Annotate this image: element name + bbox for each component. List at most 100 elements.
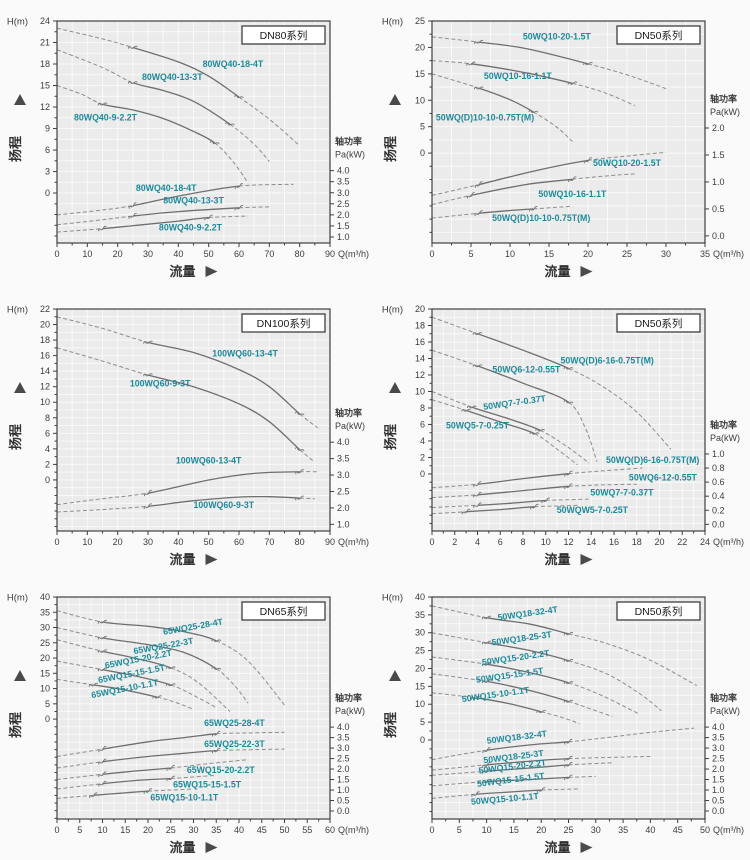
y-tick-label: 35 [415,610,425,620]
x-tick-label: 0 [429,825,434,835]
power-curve-dashed [56,505,149,513]
break-mark [143,340,153,344]
x-tick-label: 45 [673,825,683,835]
x-tick-label: 80 [295,249,305,259]
power-curve-solid [102,749,217,763]
head-curve-dashed [238,96,301,147]
power-curve-solid [132,207,240,217]
power-curve-dashed [568,727,695,743]
head-curve-dashed [568,401,598,462]
x-tick-label: 25 [563,825,573,835]
head-curve-dashed [431,349,478,367]
curve-label: 50WQ7-7-0.37T [590,487,654,497]
power-tick-label: 0.0 [712,806,725,816]
pump-chart: 50WQ18-32-4T50WQ18-25-3T50WQ15-20-2.2T50… [382,592,744,855]
curve-label: 50WQ(D)6-16-0.75T(M) [560,355,653,365]
pump-chart: 65WQ25-28-4T 65WQ25-22-3T 65WQ15-20-2.2T 65… [7,592,369,855]
head-curve-dashed [216,640,285,706]
head-curve-dashed [431,73,479,89]
x-tick-label: 20 [536,825,546,835]
power-tick-label: 3.5 [337,454,350,464]
right-arrow-icon [205,266,218,277]
power-curve-dashed [568,762,613,766]
power-tick-label: 3.0 [712,743,725,753]
x-tick-label: 5 [457,825,462,835]
pump-chart: 50WQ(D)6-16-0.75T(M)50WQ6-12-0.55T50WQ7-… [382,304,744,567]
x-axis-unit-label: Q(m³/h) [338,249,369,259]
power-curve-solid [475,789,542,795]
curve-label: 50WQ6-12-0.55T [492,365,561,375]
power-curve-dashed [56,492,149,506]
y-tick-label: 10 [40,397,50,407]
head-curve-dashed [568,682,640,715]
y-tick-label: 12 [40,382,50,392]
power-curve-dashed [572,173,635,180]
curve-label: 50WQ(D)6-16-0.75T(M) [606,455,699,465]
x-tick-label: 10 [82,537,92,547]
grid [431,596,706,819]
power-tick-label: 2.0 [337,764,350,774]
head-unit-label: H(m) [7,305,28,316]
x-tick-label: 30 [188,825,198,835]
x-tick-label: 30 [591,825,601,835]
power-curve-solid [478,159,589,186]
head-curve-dashed [568,367,672,450]
y-tick-label: 10 [415,95,425,105]
x-tick-label: 35 [618,825,628,835]
curve-label: 65WQ25-28-4T [204,718,265,728]
y-tick-label: 12 [415,370,425,380]
x-tick-label: 50 [204,249,214,259]
right-arrow-icon [205,554,218,565]
power-axis-unit: Pa(kW) [335,706,365,716]
break-mark [481,615,492,620]
y-tick-label: 6 [45,428,50,438]
y-tick-label: 40 [415,592,425,602]
break-mark [88,682,99,687]
curve-label: 50WQ(D)10-10-0.75T(M) [436,112,534,122]
curve-label: 80WQ40-9-2.2T [74,113,138,123]
x-tick-label: 30 [143,249,153,259]
break-mark [474,39,484,44]
power-axis-unit: Pa(kW) [710,107,740,117]
break-mark [466,405,477,409]
power-tick-label: 0.0 [712,519,725,529]
x-axis-unit-label: Q(m³/h) [713,249,744,259]
break-mark [97,667,108,672]
pump-chart: 100WQ60-13-4T 100WQ60-9-3T 100WQ60-13-4T 10… [7,304,369,567]
break-mark [482,778,491,785]
y-tick-label: 15 [40,81,50,91]
x-tick-label: 35 [700,249,710,259]
break-mark [473,481,482,488]
x-axis-unit-label: Q(m³/h) [713,825,744,835]
power-curve-solid [478,208,534,214]
y-tick-label: 25 [415,16,425,26]
x-axis-caption: 流量 [169,840,195,855]
curve-label: 50WQ10-20-1.5T [593,158,662,168]
y-tick-label: 20 [415,42,425,52]
power-curve-dashed [541,788,580,791]
power-curve-dashed [208,215,249,218]
y-tick-label: 18 [40,59,50,69]
power-axis-title: 轴功率 [335,692,362,703]
y-tick-label: 10 [415,699,425,709]
head-curve-solid [147,374,301,451]
curve-label: 50WQ10-16-1.1T [484,71,553,81]
power-curve-dashed [238,206,270,209]
y-axis-caption: 扬程 [383,136,398,162]
head-curve-solid [102,103,216,144]
curve-label: 50WQ10-20-1.5T [523,31,592,41]
power-curve-dashed [216,731,285,735]
power-curve-solid [102,733,217,750]
power-curve-dashed [568,467,643,475]
x-tick-label: 4 [475,537,480,547]
head-curve-solid [486,680,569,703]
break-mark [482,761,491,768]
curve-label: 80WQ40-18-4T [136,183,197,193]
power-curve-solid [477,473,569,485]
x-tick-label: 2 [452,537,457,547]
power-curve-dashed [56,215,133,226]
power-tick-label: 3.0 [337,470,350,480]
break-mark [295,469,304,475]
x-tick-label: 10 [97,825,107,835]
y-tick-label: 30 [40,623,50,633]
